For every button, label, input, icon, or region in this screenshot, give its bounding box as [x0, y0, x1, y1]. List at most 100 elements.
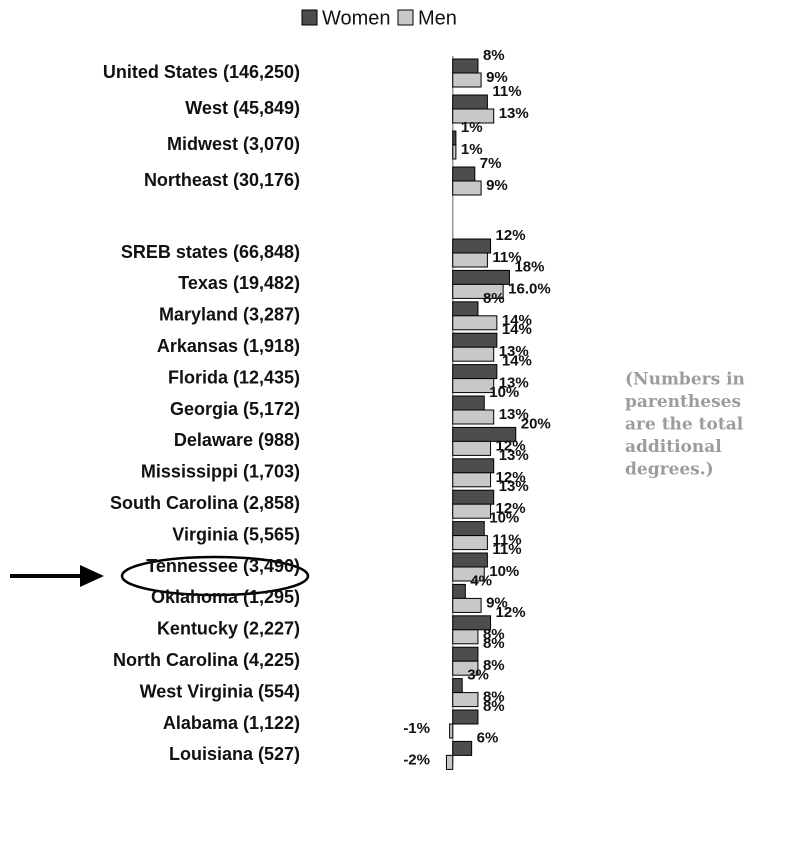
bar [452, 535, 488, 551]
category-label: Kentucky (2,227) [157, 619, 300, 639]
value-label: 8% [483, 698, 505, 715]
bar [452, 583, 466, 599]
annotation: are the total [625, 415, 744, 435]
value-label: 13% [499, 478, 529, 495]
bar [452, 301, 479, 317]
value-label: 4% [470, 572, 492, 589]
value-label: 8% [483, 689, 505, 706]
value-label: 8% [483, 635, 505, 652]
category-label: Mississippi (1,703) [141, 462, 300, 482]
value-label: 1% [461, 141, 483, 158]
bar [452, 395, 485, 411]
category-label: North Carolina (4,225) [113, 650, 300, 670]
value-label: 13% [499, 406, 529, 423]
bar [452, 552, 488, 568]
bar [452, 489, 495, 505]
bar [452, 315, 498, 331]
value-label: 10% [489, 563, 519, 580]
value-label: 11% [492, 532, 521, 549]
bar [452, 58, 479, 74]
bar [452, 740, 473, 756]
value-label: 9% [486, 594, 508, 611]
value-label: 6% [477, 729, 499, 746]
value-label: 16.0% [508, 280, 551, 297]
bar [452, 130, 457, 146]
value-label: 12% [496, 604, 526, 621]
category-label: SREB states (66,848) [121, 242, 300, 262]
value-label: 13% [499, 105, 529, 122]
value-label: 9% [486, 69, 508, 86]
legend-label: Women [322, 7, 391, 29]
value-label: 10% [489, 384, 519, 401]
annotation: parentheses [625, 392, 741, 412]
category-label: Maryland (3,287) [159, 305, 300, 325]
bar [452, 252, 488, 268]
bar [452, 678, 463, 694]
bar [452, 440, 492, 456]
annotation: additional [625, 437, 722, 457]
value-label: 8% [483, 47, 505, 64]
bar [452, 472, 492, 488]
category-label: South Carolina (2,858) [110, 493, 300, 513]
category-label: Northeast (30,176) [144, 170, 300, 190]
value-label: 10% [489, 510, 519, 527]
category-label: Midwest (3,070) [167, 134, 300, 154]
bar [452, 283, 504, 299]
bar [452, 364, 498, 380]
value-label: 3% [467, 667, 489, 684]
legend-swatch [301, 9, 318, 26]
bar [452, 458, 495, 474]
category-label: Alabama (1,122) [163, 713, 300, 733]
value-label: 7% [480, 155, 502, 172]
category-label: United States (146,250) [103, 62, 300, 82]
value-label: 14% [502, 353, 532, 370]
value-label: 11% [492, 83, 521, 100]
bar [452, 646, 479, 662]
bar [452, 378, 495, 394]
bar [452, 180, 482, 196]
arrow-head [80, 565, 104, 587]
value-label: 12% [496, 469, 526, 486]
category-label: Arkansas (1,918) [157, 336, 300, 356]
category-label: Louisiana (527) [169, 744, 300, 764]
category-label: Tennessee (3,490) [146, 556, 300, 576]
bar [452, 108, 495, 124]
value-label: 13% [499, 375, 529, 392]
bar [452, 629, 479, 645]
value-label: -2% [403, 751, 430, 768]
bar [452, 692, 479, 708]
value-label: 12% [496, 437, 526, 454]
bar [445, 754, 454, 770]
category-label: Delaware (988) [174, 430, 300, 450]
bar [452, 144, 457, 160]
value-label: 13% [499, 343, 529, 360]
value-label: 13% [499, 447, 529, 464]
bar [452, 709, 479, 725]
annotation: degrees.) [625, 460, 714, 480]
bar [452, 597, 482, 613]
bar [452, 238, 492, 254]
category-label: Georgia (5,172) [170, 399, 300, 419]
bar [452, 72, 482, 88]
bar [452, 332, 498, 348]
bar [452, 660, 479, 676]
bar [452, 94, 488, 110]
value-label: 14% [502, 321, 532, 338]
highlight-ellipse [120, 555, 310, 597]
value-label: 11% [492, 541, 521, 558]
value-label: 8% [483, 657, 505, 674]
category-label: Virginia (5,565) [172, 524, 300, 544]
bar [449, 723, 454, 739]
annotation: (Numbers in [625, 370, 745, 390]
category-label: Oklahoma (1,295) [151, 587, 300, 607]
category-label: Texas (19,482) [178, 273, 300, 293]
value-label: 14% [502, 312, 532, 329]
bar [452, 521, 485, 537]
bar [452, 503, 492, 519]
value-label: -1% [403, 720, 430, 737]
value-label: 9% [486, 177, 508, 194]
value-label: 12% [496, 227, 526, 244]
bar [452, 409, 495, 425]
bar [452, 566, 485, 582]
